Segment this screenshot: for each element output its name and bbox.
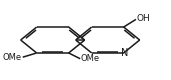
Text: OMe: OMe (3, 53, 22, 62)
Text: N: N (121, 48, 128, 58)
Text: OMe: OMe (81, 54, 100, 63)
Text: OH: OH (137, 14, 150, 23)
